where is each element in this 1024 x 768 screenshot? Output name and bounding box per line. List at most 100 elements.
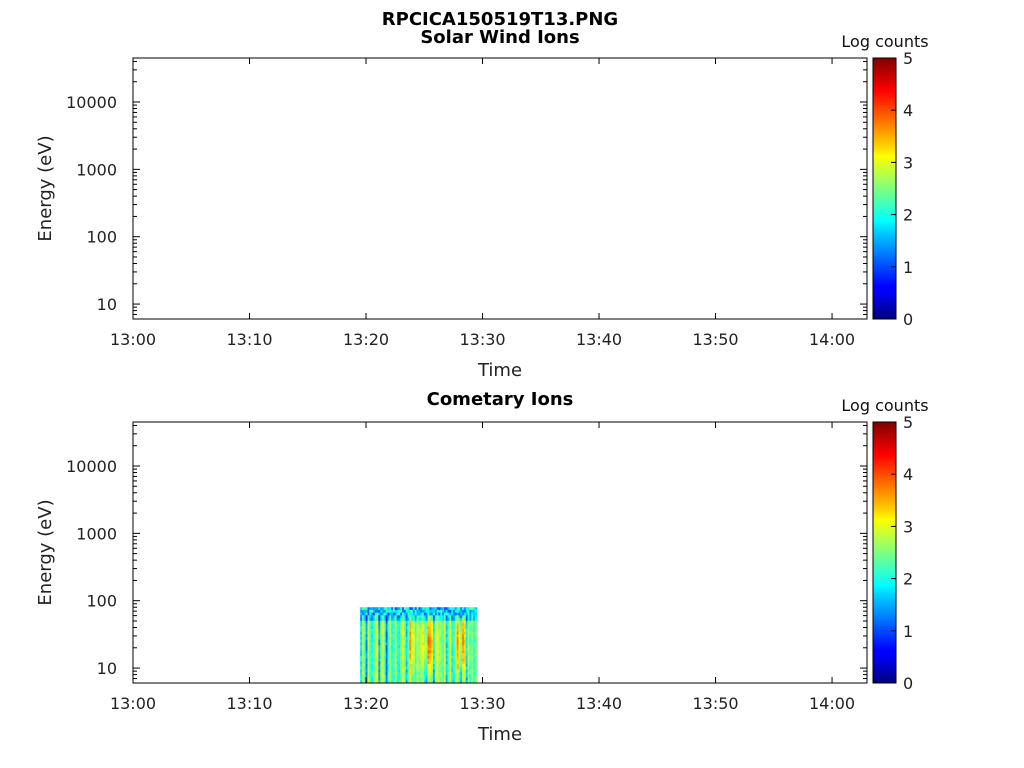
spectrogram-cell [474, 612, 478, 616]
spectrogram-cell [363, 672, 367, 676]
spectrogram-cell [372, 661, 376, 665]
spectrogram-cell [392, 637, 396, 641]
spectrogram-cell [360, 661, 363, 665]
spectrogram-cell [442, 647, 445, 651]
spectrogram-cell [418, 680, 421, 684]
spectrogram-cell [474, 609, 478, 614]
spectrogram-cell [454, 609, 458, 614]
spectrogram-cell [407, 615, 410, 619]
spectrogram-cell [396, 672, 399, 676]
spectrogram-cell [474, 655, 478, 660]
spectrogram-cell [460, 645, 463, 649]
spectrogram-cell [418, 639, 421, 643]
plot-frame [132, 421, 868, 684]
spectrogram-cell [411, 615, 414, 619]
spectrogram-cell [469, 666, 472, 670]
spectrogram-cell [433, 615, 436, 619]
spectrogram-cell [402, 658, 405, 662]
spectrogram-cell [405, 669, 408, 673]
spectrogram-cell [447, 620, 450, 624]
spectrogram-cell [422, 645, 425, 649]
spectrogram-cell [365, 661, 368, 665]
spectrogram-cell [463, 674, 467, 678]
spectrogram-cell [465, 664, 468, 668]
spectrogram-cell [398, 674, 401, 678]
spectrogram-cell [438, 637, 441, 641]
spectrogram-cell [431, 639, 434, 643]
spectrogram-cell [423, 637, 427, 641]
spectrogram-cell [474, 677, 478, 681]
spectrogram-cell [403, 607, 407, 611]
spectrogram-cell [394, 634, 397, 638]
spectrogram-cell [400, 680, 403, 684]
spectrogram-cell [436, 658, 439, 662]
spectrogram-cell [429, 653, 432, 657]
spectrogram-cell [445, 623, 448, 627]
spectrogram-cell [380, 669, 383, 673]
spectrogram-cell [394, 650, 397, 654]
spectrogram-cell [405, 655, 408, 660]
spectrogram-cell [438, 669, 441, 673]
spectrogram-cell [443, 672, 447, 676]
spectrogram-cell [454, 666, 458, 670]
spectrogram-cell [407, 637, 410, 641]
spectrogram-cell [425, 623, 428, 627]
spectrogram-cell [454, 677, 458, 681]
spectrogram-cell [383, 618, 387, 622]
spectrogram-cell [433, 661, 436, 665]
spectrogram-cell [414, 626, 418, 630]
spectrogram-cell [392, 661, 396, 665]
spectrogram-cell [469, 664, 472, 668]
spectrogram-cell [473, 664, 476, 668]
spectrogram-cell [442, 669, 445, 673]
x-tick-label: 13:30 [459, 330, 505, 349]
spectrogram-cell [391, 680, 394, 684]
spectrogram-cell [383, 609, 387, 614]
spectrogram-cell [387, 628, 390, 632]
spectrogram-cell [403, 650, 407, 654]
spectrogram-cell [433, 623, 436, 627]
spectrogram-cell [363, 650, 367, 654]
spectrogram-cell [378, 658, 381, 662]
spectrogram-cell [427, 639, 430, 643]
spectrogram-cell [433, 653, 436, 657]
spectrogram-cell [449, 674, 452, 678]
spectrogram-cell [423, 634, 427, 638]
spectrogram-cell [460, 666, 463, 670]
spectrogram-cell [383, 628, 387, 632]
spectrogram-cell [371, 677, 374, 681]
spectrogram-cell [371, 634, 374, 638]
spectrogram-cell [416, 655, 419, 660]
spectrogram-cell [427, 637, 430, 641]
spectrogram-cell [436, 664, 439, 668]
spectrogram-cell [400, 620, 403, 624]
spectrogram-cell [405, 628, 408, 632]
spectrogram-cell [453, 664, 456, 668]
spectrogram-cell [383, 658, 387, 662]
spectrogram-cell [389, 653, 392, 657]
spectrogram-cell [392, 672, 396, 676]
spectrogram-cell [473, 677, 476, 681]
spectrogram-cell [383, 674, 387, 678]
spectrogram-cell [409, 642, 412, 646]
spectrogram-cell [391, 647, 394, 651]
spectrogram-cell [425, 672, 428, 676]
spectrogram-cell [445, 631, 448, 635]
spectrogram-cell [453, 645, 456, 649]
spectrogram-cell [425, 658, 428, 662]
spectrogram-cell [465, 674, 468, 678]
spectrogram-cell [400, 661, 403, 665]
spectrogram-cell [422, 680, 425, 684]
spectrogram-cell [380, 634, 383, 638]
spectrogram-cell [398, 677, 401, 681]
spectrogram-cell [474, 634, 478, 638]
spectrogram-cell [451, 620, 454, 624]
spectrogram-cell [434, 658, 438, 662]
spectrogram-cell [389, 607, 392, 611]
spectrogram-cell [374, 672, 377, 676]
spectrogram-cell [473, 674, 476, 678]
spectrogram-cell [385, 664, 388, 668]
spectrogram-cell [392, 639, 396, 643]
spectrogram-cell [473, 653, 476, 657]
spectrogram-cell [463, 669, 467, 673]
